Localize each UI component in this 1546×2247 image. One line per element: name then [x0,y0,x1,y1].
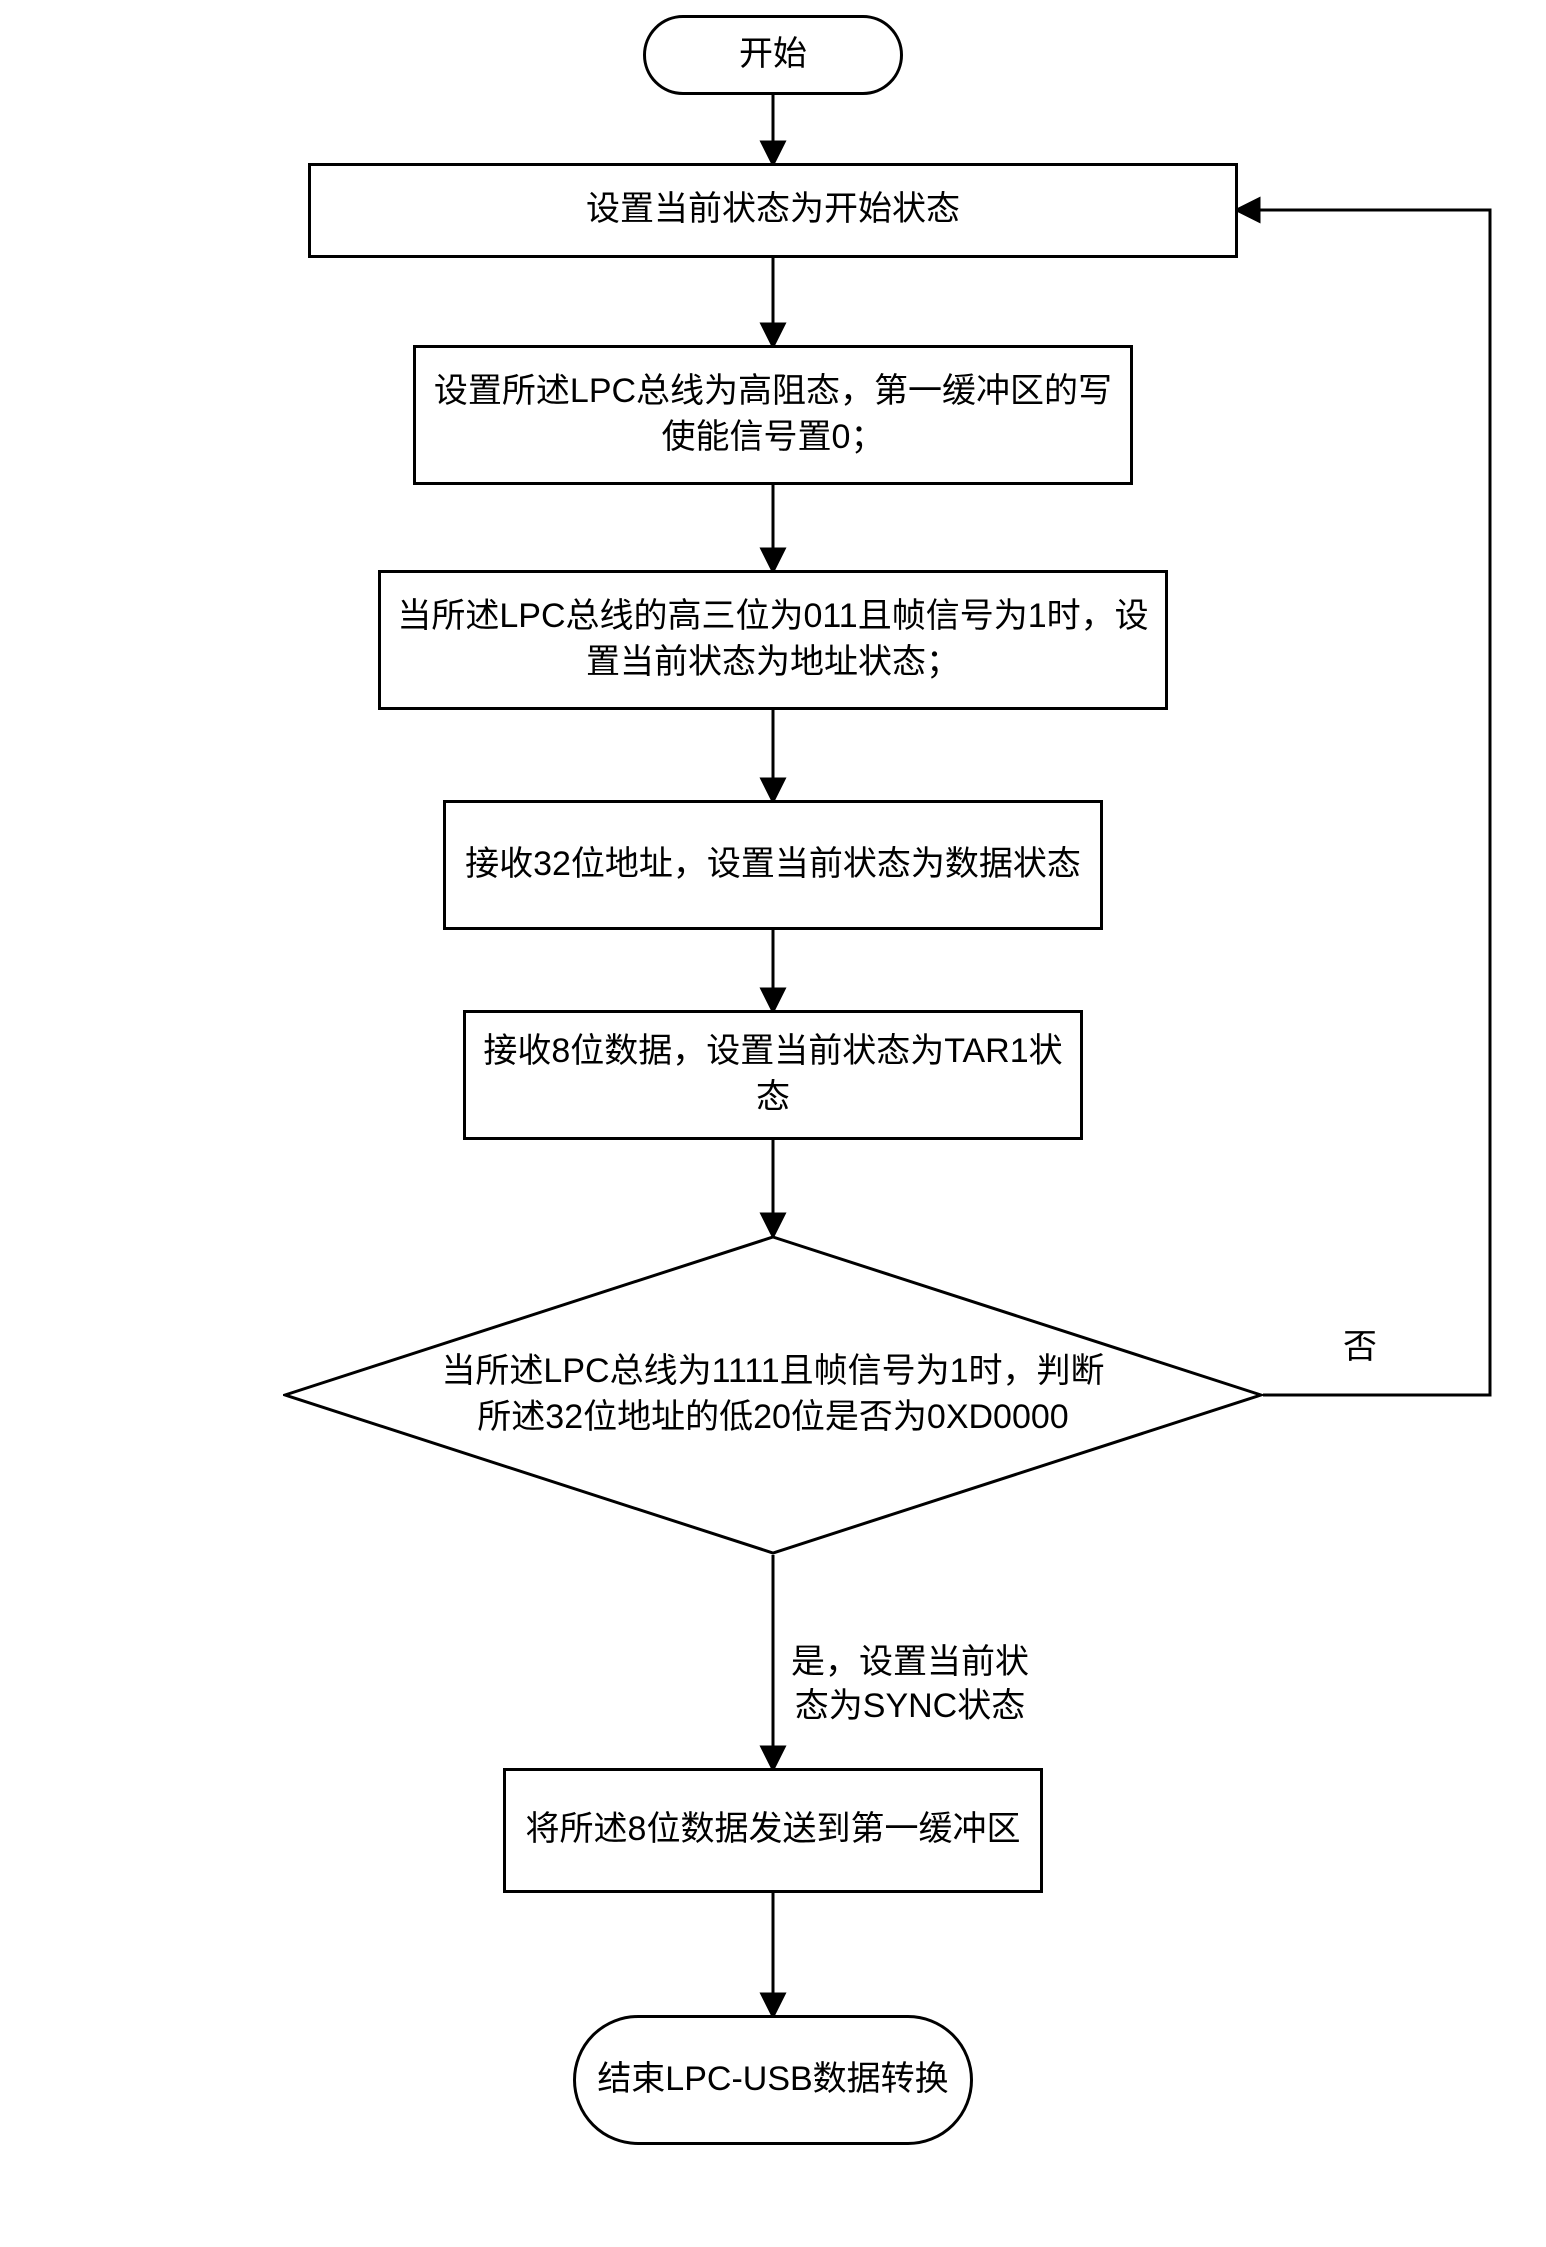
node-start: 开始 [643,15,903,95]
flowchart-canvas: 开始 设置当前状态为开始状态 设置所述LPC总线为高阻态，第一缓冲区的写使能信号… [0,0,1546,2247]
label-yes: 是，设置当前状态为SYNC状态 [780,1640,1040,1728]
node-end-text: 结束LPC-USB数据转换 [597,2057,948,2103]
node-send-buffer: 将所述8位数据发送到第一缓冲区 [503,1768,1043,1893]
node-set-start-state: 设置当前状态为开始状态 [308,163,1238,258]
node-s1-text: 设置当前状态为开始状态 [586,187,960,233]
node-set-high-z: 设置所述LPC总线为高阻态，第一缓冲区的写使能信号置0； [413,345,1133,485]
node-set-addr-state: 当所述LPC总线的高三位为011且帧信号为1时，设置当前状态为地址状态； [378,570,1168,710]
label-yes-text: 是，设置当前状态为SYNC状态 [791,1643,1029,1725]
node-s2-text: 设置所述LPC总线为高阻态，第一缓冲区的写使能信号置0； [428,369,1118,461]
node-s6-text: 将所述8位数据发送到第一缓冲区 [526,1807,1021,1853]
label-no-text: 否 [1343,1328,1377,1366]
node-s3-text: 当所述LPC总线的高三位为011且帧信号为1时，设置当前状态为地址状态； [393,594,1153,686]
node-d1-text: 当所述LPC总线为1111且帧信号为1时，判断所述32位地址的低20位是否为0X… [430,1349,1116,1441]
node-end: 结束LPC-USB数据转换 [573,2015,973,2145]
node-start-text: 开始 [739,32,807,78]
node-decision-addr: 当所述LPC总线为1111且帧信号为1时，判断所述32位地址的低20位是否为0X… [283,1235,1263,1555]
label-no: 否 [1320,1325,1400,1369]
node-s4-text: 接收32位地址，设置当前状态为数据状态 [465,842,1081,888]
node-recv-addr: 接收32位地址，设置当前状态为数据状态 [443,800,1103,930]
node-s5-text: 接收8位数据，设置当前状态为TAR1状态 [478,1029,1068,1121]
node-recv-data: 接收8位数据，设置当前状态为TAR1状态 [463,1010,1083,1140]
